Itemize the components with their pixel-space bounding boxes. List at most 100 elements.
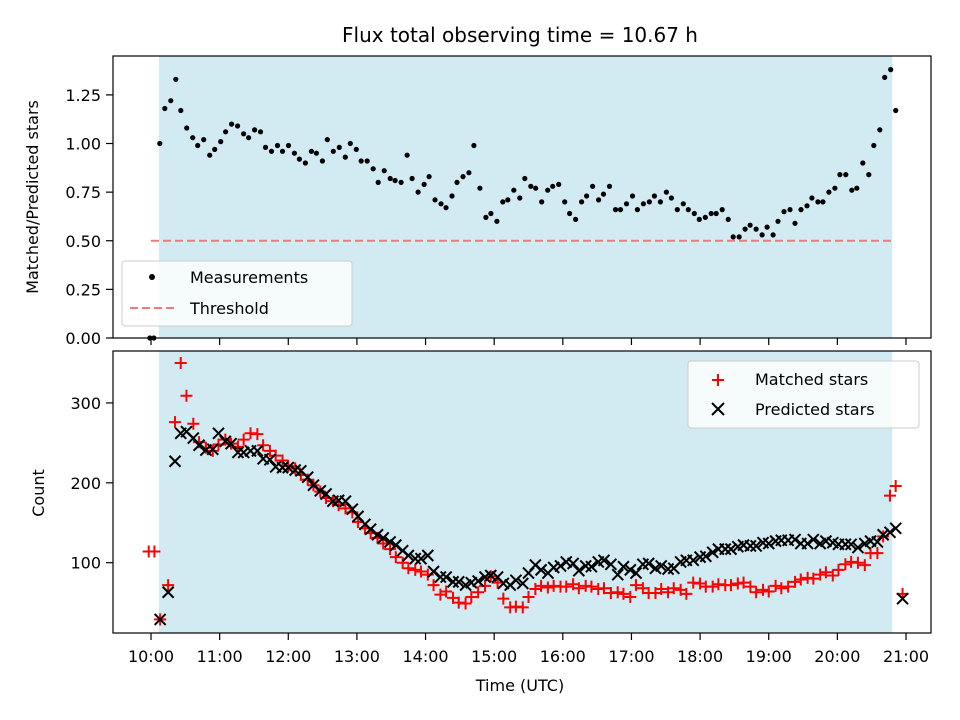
predicted-star-marker (153, 613, 167, 626)
measurement-point (742, 226, 748, 232)
measurement-point (500, 199, 506, 205)
measurement-point (223, 129, 229, 135)
matched-star-marker (769, 579, 782, 592)
matched-star-marker (459, 597, 472, 610)
matched-star-marker (339, 502, 352, 515)
measurement-point (426, 174, 432, 180)
measurement-point (877, 127, 883, 133)
measurement-point (246, 135, 252, 141)
measurement-point (488, 210, 494, 217)
measurement-point (212, 146, 218, 152)
matched-star-marker (775, 582, 788, 595)
measurement-point (556, 181, 562, 187)
predicted-star-marker (282, 461, 295, 474)
matched-star-marker (427, 579, 440, 592)
predicted-star-marker (452, 575, 465, 589)
matched-star-marker (180, 389, 193, 402)
matched-star-marker (276, 454, 289, 467)
predicted-star-marker (187, 431, 200, 445)
measurement-point (770, 232, 776, 238)
x-tick-label: 11:00 (197, 647, 243, 666)
measurement-point (849, 187, 855, 193)
y-tick-label: 0.50 (65, 232, 101, 251)
matched-star-marker (611, 586, 624, 599)
measurement-point (775, 218, 781, 224)
predicted-star-marker (471, 574, 485, 588)
measurement-point (539, 199, 545, 205)
bottom-legend-box (687, 360, 920, 429)
predicted-star-marker (624, 563, 637, 577)
matched-star-marker (301, 473, 314, 486)
bottom-legend: Matched stars Predicted stars (687, 360, 920, 429)
predicted-star-marker (883, 526, 897, 539)
measurement-point (190, 135, 196, 141)
predicted-star-marker (566, 557, 580, 570)
matched-star-marker (794, 573, 807, 586)
predicted-star-marker (851, 541, 865, 554)
measurement-point (229, 121, 235, 127)
measurement-point (494, 218, 500, 224)
matched-star-marker (680, 587, 693, 600)
predicted-star-marker (251, 444, 264, 458)
measurement-point (257, 129, 264, 135)
measurement-point (438, 201, 444, 207)
bottom-y-axis-label: Count (29, 469, 48, 517)
chart-title: Flux total observing time = 10.67 h (342, 23, 698, 47)
measurement-point (291, 150, 297, 156)
matched-star-marker (757, 583, 770, 596)
matched-star-marker (655, 583, 668, 596)
predicted-star-marker (206, 443, 219, 456)
measurement-point (522, 175, 528, 182)
matched-star-marker (440, 585, 453, 598)
measurements-legend-label: Measurements (190, 268, 308, 287)
top-legend: Measurements Threshold (121, 260, 353, 327)
x-axis-label: Time (UTC) (475, 676, 564, 695)
measurement-point (201, 137, 207, 143)
matched-star-marker (839, 558, 852, 571)
matched-star-marker (148, 545, 161, 558)
predicted-star-marker (617, 560, 630, 573)
top-x-ticks (150, 338, 907, 345)
bottom-panel: 100 200 300 10:00 11:00 12:00 13:00 14:00 15:00… (29, 350, 932, 695)
measurement-point (443, 205, 449, 211)
measurement-point (866, 172, 872, 178)
measurement-point (725, 216, 731, 222)
predicted-star-marker (572, 564, 586, 577)
predicted-star-marker (314, 484, 327, 498)
measurement-point (466, 170, 472, 176)
predicted-star-marker (876, 528, 890, 541)
measurement-point (680, 201, 686, 207)
matched-star-marker (851, 556, 864, 569)
measurement-point (764, 224, 770, 230)
measurement-point (235, 123, 241, 129)
measurement-point (685, 207, 691, 213)
predicted-star-marker (534, 563, 548, 577)
measurement-point (820, 199, 826, 205)
measurement-point (517, 195, 523, 201)
x-tick-label: 18:00 (677, 647, 723, 666)
matched-star-marker (396, 556, 409, 569)
measurement-point (640, 201, 647, 207)
predicted-star-marker (871, 535, 884, 549)
matched-star-marker (479, 579, 492, 592)
predicted-star-marker (889, 522, 902, 535)
measurement-point (882, 74, 888, 80)
predicted-star-marker (377, 531, 390, 545)
predicted-star-marker (402, 549, 415, 562)
predicted-star-marker (371, 528, 384, 541)
measurement-point (471, 142, 477, 149)
matched-star-marker (883, 489, 896, 502)
predicted-star-marker (301, 471, 314, 484)
predicted-star-marker (597, 554, 611, 567)
measurement-point (550, 183, 556, 189)
measurement-point (893, 107, 899, 114)
measurement-point (798, 207, 804, 213)
matched-star-marker (832, 563, 845, 576)
measurement-point (674, 207, 680, 213)
measurement-point (753, 226, 759, 232)
matched-star-marker (465, 591, 478, 604)
predicted-star-marker (554, 559, 567, 573)
measurement-point (274, 142, 281, 149)
x-tick-label: 16:00 (540, 647, 586, 666)
top-legend-box (121, 260, 353, 327)
